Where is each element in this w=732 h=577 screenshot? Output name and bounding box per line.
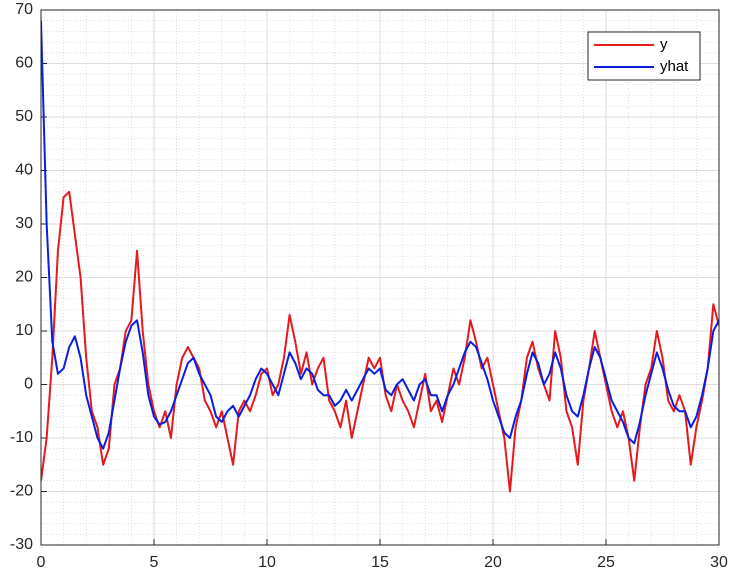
y-tick-label: -20 (10, 483, 33, 500)
y-tick-label: 60 (15, 55, 33, 72)
series-line (41, 20, 719, 450)
x-tick-label: 20 (484, 554, 502, 571)
y-tick-label: 50 (15, 108, 33, 125)
axes-box (40, 9, 720, 546)
legend-box (587, 31, 701, 81)
y-tick-label: -10 (10, 429, 33, 446)
x-tick-label: 25 (597, 554, 615, 571)
y-tick-label: 0 (24, 376, 33, 393)
legend-label: y (660, 36, 668, 53)
x-tick-label: 10 (258, 554, 276, 571)
y-tick-label: -30 (10, 536, 33, 553)
y-tick-label: 20 (15, 269, 33, 286)
y-tick-label: 30 (15, 215, 33, 232)
x-tick-label: 15 (371, 554, 389, 571)
x-tick-label: 5 (150, 554, 159, 571)
series-line (41, 190, 719, 493)
y-tick-label: 40 (15, 162, 33, 179)
y-tick-label: 70 (15, 1, 33, 18)
x-tick-label: 30 (710, 554, 728, 571)
legend-label: yhat (660, 58, 689, 75)
y-tick-label: 10 (15, 322, 33, 339)
x-tick-label: 0 (37, 554, 46, 571)
